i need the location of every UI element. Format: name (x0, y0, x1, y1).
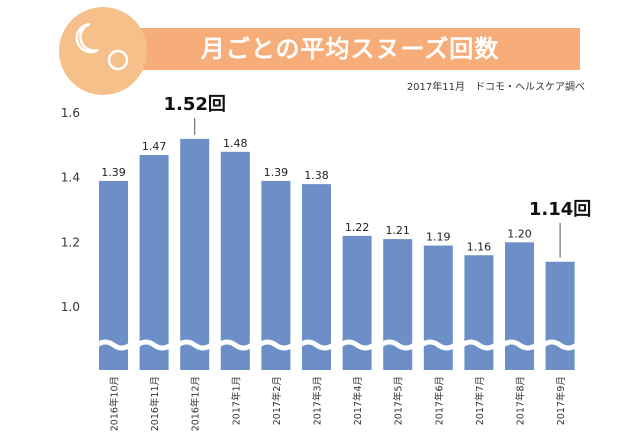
bar (220, 151, 250, 370)
data-label: 1.48 (223, 137, 248, 150)
bar (423, 245, 453, 370)
data-label: 1.16 (467, 240, 492, 253)
y-tick-label: 1.2 (61, 235, 80, 249)
x-tick-label: 2017年4月 (352, 376, 364, 425)
x-tick-label: 2017年8月 (515, 376, 527, 425)
bar (545, 261, 575, 370)
badge-icon (59, 7, 147, 95)
y-tick-label: 1.6 (61, 106, 80, 120)
x-tick-label: 2017年1月 (230, 376, 242, 425)
y-tick-label: 1.4 (61, 171, 80, 185)
data-label: 1.47 (142, 140, 167, 153)
sun-icon (107, 49, 129, 71)
y-tick-label: 1.0 (61, 300, 80, 314)
data-label: 1.21 (385, 224, 410, 237)
x-tick-label: 2017年7月 (474, 376, 486, 425)
x-tick-label: 2017年5月 (393, 376, 405, 425)
x-tick-label: 2017年2月 (271, 376, 283, 425)
callout-label: 1.52回 (163, 94, 225, 115)
title-banner (120, 28, 580, 70)
data-label: 1.39 (264, 166, 289, 179)
x-tick-label: 2017年9月 (555, 376, 567, 425)
x-tick-label: 2016年10月 (109, 376, 121, 431)
data-label: 1.22 (345, 221, 370, 234)
data-label: 1.38 (304, 169, 329, 182)
source-note: 2017年11月 ドコモ・ヘルスケア調べ (406, 82, 585, 93)
x-tick-label: 2017年6月 (433, 376, 445, 425)
x-tick-label: 2016年11月 (149, 376, 161, 431)
axis-break (95, 339, 579, 351)
bar (302, 184, 331, 370)
data-label: 1.39 (101, 166, 126, 179)
bar (139, 155, 169, 370)
callout-label: 1.14回 (529, 199, 591, 220)
chart-title: 月ごとの平均スヌーズ回数 (200, 35, 500, 63)
bar (505, 242, 534, 370)
x-tick-label: 2016年12月 (190, 376, 202, 431)
bar (99, 180, 128, 370)
bar (464, 255, 494, 370)
x-tick-label: 2017年3月 (312, 376, 324, 425)
data-label: 1.19 (426, 231, 451, 244)
bar (261, 180, 291, 370)
data-label: 1.20 (507, 227, 532, 240)
moon-icon (75, 22, 99, 54)
bar (180, 138, 210, 370)
